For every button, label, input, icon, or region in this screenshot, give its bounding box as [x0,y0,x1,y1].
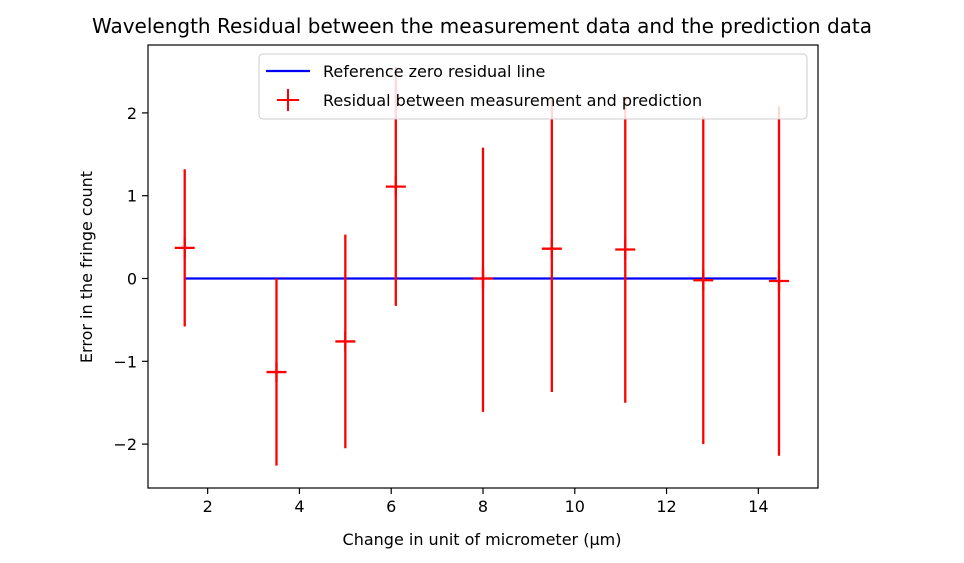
legend: Reference zero residual line Residual be… [258,53,808,120]
chart-title: Wavelength Residual between the measurem… [92,14,872,38]
y-tick-label: 2 [127,104,137,123]
legend-box [258,53,808,120]
x-axis-label: Change in unit of micrometer (μm) [343,530,622,549]
y-tick-label: −2 [113,435,137,454]
x-tick-label: 12 [656,497,676,516]
y-axis-label: Error in the fringe count [77,171,96,363]
plot-area [174,67,789,466]
x-tick-label: 14 [748,497,768,516]
x-tick-label: 8 [478,497,488,516]
legend-label-reference: Reference zero residual line [323,62,545,81]
y-tick-label: 0 [127,270,137,289]
x-tick-label: 4 [294,497,304,516]
legend-label-residual: Residual between measurement and predict… [323,91,702,110]
x-tick-label: 2 [203,497,213,516]
x-tick-label: 10 [565,497,585,516]
y-tick-label: 1 [127,187,137,206]
plot-frame [147,44,819,489]
y-tick-label: −1 [113,352,137,371]
x-tick-label: 6 [386,497,396,516]
